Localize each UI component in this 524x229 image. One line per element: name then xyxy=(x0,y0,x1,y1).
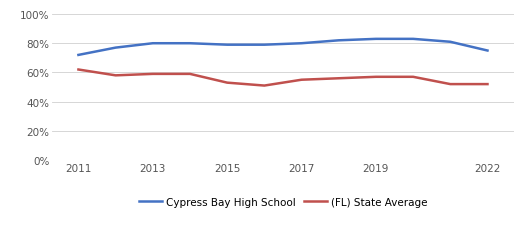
Cypress Bay High School xyxy=(187,43,193,45)
(FL) State Average xyxy=(187,73,193,76)
Cypress Bay High School xyxy=(75,54,82,57)
(FL) State Average xyxy=(447,83,453,86)
Cypress Bay High School xyxy=(261,44,268,47)
Cypress Bay High School xyxy=(447,41,453,44)
(FL) State Average xyxy=(113,75,119,77)
(FL) State Average xyxy=(75,69,82,72)
(FL) State Average xyxy=(298,79,304,82)
Cypress Bay High School xyxy=(335,40,342,43)
Cypress Bay High School xyxy=(113,47,119,50)
Cypress Bay High School xyxy=(484,50,490,53)
(FL) State Average xyxy=(224,82,231,85)
Cypress Bay High School xyxy=(224,44,231,47)
Line: (FL) State Average: (FL) State Average xyxy=(79,70,487,86)
(FL) State Average xyxy=(150,73,156,76)
Legend: Cypress Bay High School, (FL) State Average: Cypress Bay High School, (FL) State Aver… xyxy=(135,193,431,211)
Cypress Bay High School xyxy=(298,43,304,45)
Cypress Bay High School xyxy=(410,38,416,41)
Line: Cypress Bay High School: Cypress Bay High School xyxy=(79,40,487,56)
(FL) State Average xyxy=(373,76,379,79)
Cypress Bay High School xyxy=(150,43,156,45)
(FL) State Average xyxy=(261,85,268,87)
Cypress Bay High School xyxy=(373,38,379,41)
(FL) State Average xyxy=(410,76,416,79)
(FL) State Average xyxy=(484,83,490,86)
(FL) State Average xyxy=(335,78,342,80)
